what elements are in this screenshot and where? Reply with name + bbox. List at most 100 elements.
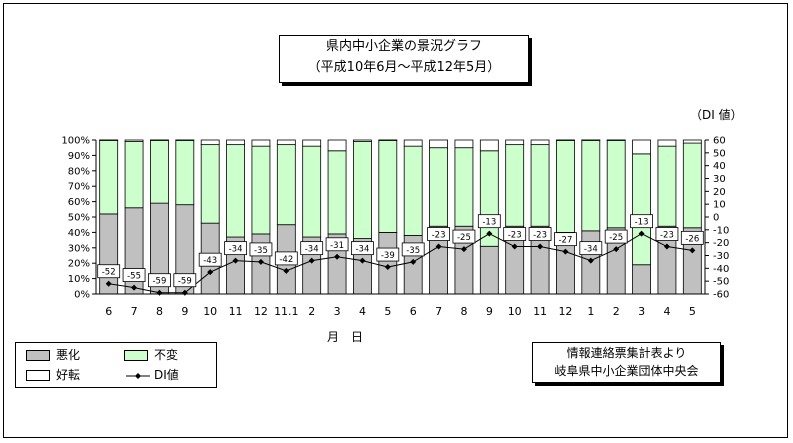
bar-same [530,144,550,227]
di-label-box [300,241,324,256]
bar-same [429,147,448,227]
di-point [587,257,594,264]
x-tick-label: 11 [533,305,547,318]
di-point [334,253,341,260]
bar-good [657,139,677,147]
di-point [232,257,239,264]
bar-same [251,145,271,235]
di-point [359,257,366,264]
x-tick-label: 7 [131,305,138,318]
bar-bad [479,245,499,295]
di-data-label: -35 [254,246,268,256]
legend-di-line-icon [126,372,150,379]
y-right-tick-label: -10 [713,225,729,236]
x-tick-label: 7 [435,305,442,318]
bar-good [378,139,398,141]
di-label-box [477,214,501,229]
bar-same [327,150,347,235]
di-point [410,258,417,265]
y-right-tick-label: 20 [713,187,726,198]
x-tick-label: 12 [558,305,572,318]
di-point [689,247,696,254]
bar-good [99,139,119,141]
y-right-tick-label: -50 [713,277,729,288]
di-label-box [680,230,704,245]
di-point [613,246,620,253]
x-tick-label: 1 [587,305,594,318]
di-data-label: -34 [584,245,598,255]
di-data-label: -34 [355,245,369,255]
x-tick-label: 10 [508,305,522,318]
bar-good [150,139,169,141]
x-tick-label: 4 [663,305,670,318]
y-left-tick-label: 80% [68,166,90,177]
bar-good [327,139,347,152]
legend-di-label: DI値 [154,368,179,382]
di-label-box [249,242,273,257]
y-left-tick-label: 100% [61,136,90,147]
legend-bad: 悪化 [26,347,80,363]
source-line-2: 岐阜県中小企業団体中央会 [554,364,699,378]
di-line [108,233,693,294]
x-tick-label: 4 [359,305,366,318]
di-data-label: -35 [406,246,420,256]
di-point [283,267,290,274]
di-point [511,243,518,250]
y-right-tick-label: 0 [713,213,719,224]
bar-good [302,139,322,147]
di-point [181,289,188,296]
di-data-label: -52 [102,268,116,278]
y-left-tick-label: 10% [68,274,90,285]
di-label-box [325,237,349,252]
y-right-tick-label: -40 [713,264,729,275]
bar-same [606,139,626,229]
di-point [537,243,544,250]
y-right-tick-label: 30 [713,174,726,185]
bar-same [276,144,296,226]
di-data-label: -27 [558,236,572,246]
bar-good [505,139,525,146]
di-label-box [274,251,298,266]
di-label-box [376,247,400,262]
y-right-tick-label: 60 [713,136,726,147]
di-point [638,230,645,237]
x-tick-label: 9 [181,305,188,318]
y-left-tick-label: 60% [68,197,90,208]
chart-title-box: 県内中小企業の景況グラフ （平成10年6月～平成12年5月） [279,35,529,83]
x-tick-label: 9 [486,305,493,318]
x-tick-label: 10 [203,305,217,318]
bar-good [124,139,144,142]
x-tick-label: 2 [613,305,620,318]
bar-bad [632,264,651,295]
y-left-tick-label: 70% [68,182,90,193]
di-label-box [148,273,171,288]
di-data-label: -23 [660,231,674,241]
x-tick-label: 8 [156,305,163,318]
legend-good-swatch [26,370,50,381]
di-data-label: -13 [635,218,649,228]
y-right-tick-label: -60 [713,290,729,301]
y-left-tick-label: 90% [68,151,90,162]
di-point [156,289,163,296]
x-tick-label: 3 [334,305,341,318]
di-label-box [351,241,374,256]
bar-same [302,145,322,238]
x-tick-label: 6 [410,305,417,318]
bar-good [429,139,448,149]
bar-good [682,139,702,144]
bar-same [175,139,195,206]
bar-good [403,139,423,147]
di-label-box [173,273,197,288]
bar-good [556,139,575,141]
legend-bad-label: 悪化 [56,348,81,362]
di-label-box [401,242,425,257]
y-left-tick-label: 50% [68,213,90,224]
di-label-box [503,227,527,241]
legend: 悪化 不変 好転 DI値 [15,342,217,388]
di-data-label: -42 [279,255,293,265]
bar-good [200,139,220,146]
x-tick-label: 3 [638,305,645,318]
di-point [486,230,493,237]
bar-same [581,139,601,232]
